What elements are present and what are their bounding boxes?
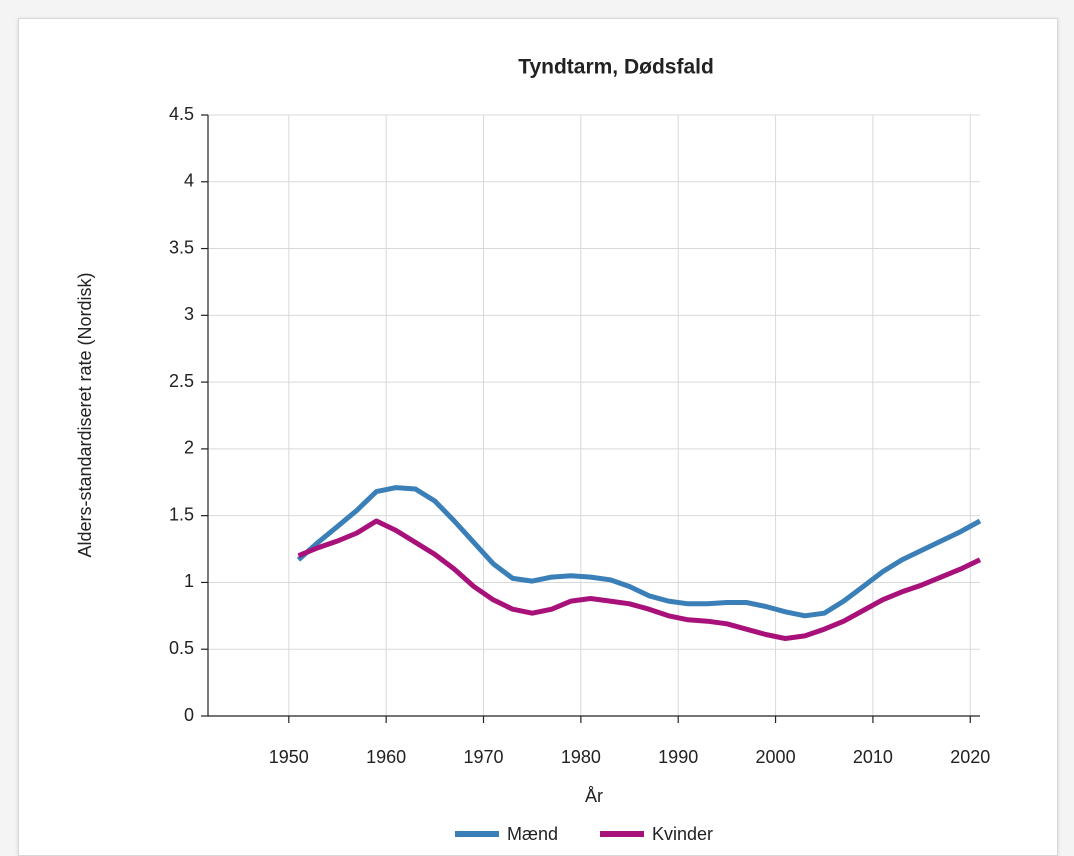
x-tick-label: 1950 — [269, 747, 309, 767]
x-tick-label: 2010 — [853, 747, 893, 767]
line-series — [296, 485, 982, 619]
x-tick-label: 1980 — [561, 747, 601, 767]
x-tick-label: 1990 — [658, 747, 698, 767]
y-tick-label: 2 — [184, 438, 194, 458]
x-tick-label: 2020 — [950, 747, 990, 767]
y-tick-label: 1 — [184, 571, 194, 591]
y-tick-label: 0.5 — [169, 638, 194, 658]
y-tick-label: 0 — [184, 705, 194, 725]
chart-title: Tyndtarm, Dødsfald — [518, 56, 714, 79]
legend-label: Mænd — [507, 824, 558, 844]
legend-label: Kvinder — [652, 824, 713, 844]
line-series — [297, 518, 982, 641]
y-tick-label: 3 — [184, 304, 194, 324]
y-tick-label: 3.5 — [169, 237, 194, 257]
y-tick-label: 4.5 — [169, 104, 194, 124]
x-axis-label: År — [585, 786, 603, 806]
x-tick-label: 1960 — [366, 747, 406, 767]
y-axis-label: Alders-standardiseret rate (Nordisk) — [75, 272, 95, 557]
x-tick-label: 2000 — [756, 747, 796, 767]
x-tick-label: 1970 — [463, 747, 503, 767]
y-tick-label: 2.5 — [169, 371, 194, 391]
y-tick-label: 1.5 — [169, 504, 194, 524]
y-tick-label: 4 — [184, 171, 194, 191]
